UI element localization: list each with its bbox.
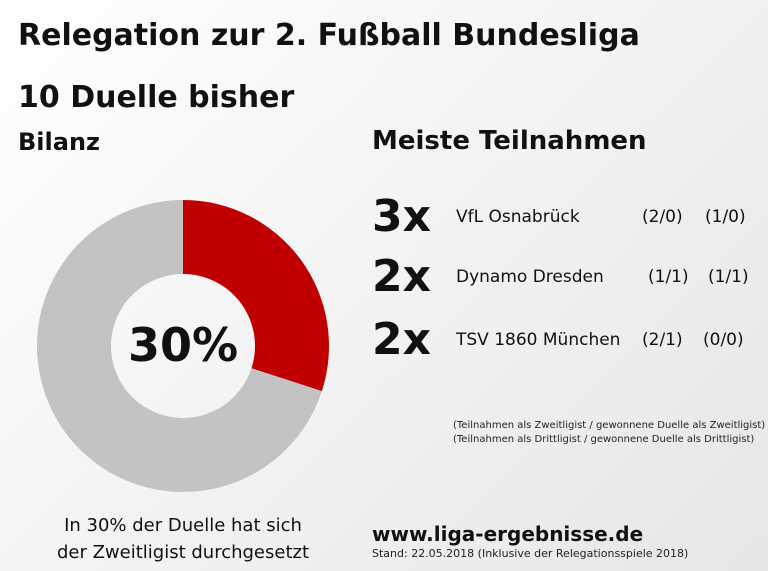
- participant-drittliga: (1/1): [708, 267, 749, 287]
- stand-note: Stand: 22.05.2018 (Inklusive der Relegat…: [372, 547, 689, 560]
- legend-line-1: (Teilnahmen als Zweitligist / gewonnene …: [453, 420, 766, 431]
- page-title: Relegation zur 2. Fußball Bundesliga: [18, 18, 640, 53]
- participant-row: 2x Dynamo Dresden (1/1) (1/1): [372, 252, 762, 302]
- participant-drittliga: (1/0): [705, 207, 746, 227]
- website-link[interactable]: www.liga-ergebnisse.de: [372, 522, 644, 546]
- participant-drittliga: (0/0): [703, 330, 744, 350]
- participant-count: 3x: [372, 191, 431, 242]
- caption-line-2: der Zweitligist durchgesetzt: [56, 542, 310, 563]
- participant-zweitliga: (2/0): [642, 207, 683, 227]
- chart-caption: In 30% der Duelle hat sich der Zweitligi…: [18, 512, 348, 566]
- bilanz-heading: Bilanz: [18, 128, 100, 156]
- meiste-teilnahmen-heading: Meiste Teilnahmen: [372, 126, 647, 156]
- participant-count: 2x: [372, 314, 431, 365]
- caption-line-1: In 30% der Duelle hat sich: [64, 515, 302, 536]
- participant-count: 2x: [372, 251, 431, 302]
- participant-team: TSV 1860 München: [456, 330, 621, 350]
- participant-zweitliga: (2/1): [642, 330, 683, 350]
- participant-zweitliga: (1/1): [648, 267, 689, 287]
- donut-slice-2: [37, 200, 322, 492]
- donut-center-label: 30%: [127, 318, 239, 372]
- participant-row: 2x TSV 1860 München (2/1) (0/0): [372, 315, 762, 365]
- participant-row: 3x VfL Osnabrück (2/0) (1/0): [372, 192, 762, 242]
- donut-chart: [37, 200, 329, 492]
- participant-team: Dynamo Dresden: [456, 267, 604, 287]
- donut-slice-1: [183, 200, 329, 392]
- participant-team: VfL Osnabrück: [456, 207, 580, 227]
- legend-line-2: (Teilnahmen als Drittligist / gewonnene …: [453, 434, 755, 445]
- page-subtitle: 10 Duelle bisher: [18, 80, 295, 115]
